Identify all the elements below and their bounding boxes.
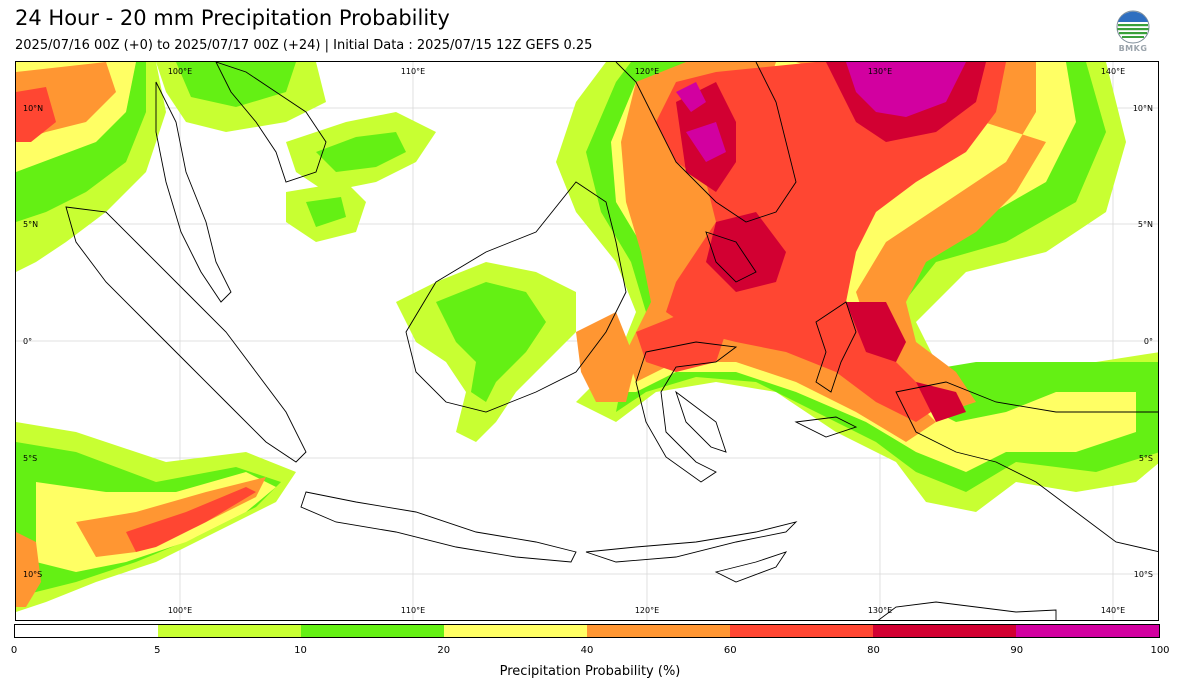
precipitation-map[interactable]: 100°E 110°E 120°E 130°E 140°E 100°E 110°… [15, 61, 1159, 621]
lon-label-bottom: 110°E [401, 606, 425, 615]
colorbar-segment [1016, 625, 1159, 637]
lat-label-right: 10°N [1133, 104, 1153, 113]
lon-label-bottom: 130°E [868, 606, 892, 615]
map-subtitle: 2025/07/16 00Z (+0) to 2025/07/17 00Z (+… [15, 38, 593, 53]
lat-label-right: 5°S [1139, 454, 1153, 463]
lon-label-top: 120°E [635, 67, 659, 76]
lat-label-right: 0° [1144, 337, 1153, 346]
lon-label-top: 130°E [868, 67, 892, 76]
colorbar-tick-label: 20 [437, 645, 451, 656]
lat-label-left: 5°S [23, 454, 37, 463]
bmkg-logo: BMKG [1114, 10, 1152, 56]
colorbar-label: Precipitation Probability (%) [499, 664, 681, 679]
colorbar [14, 624, 1160, 638]
coastlines [65, 62, 1158, 620]
colorbar-segment [587, 625, 730, 637]
colorbar-tick-label: 5 [154, 645, 161, 656]
lon-label-bottom: 120°E [635, 606, 659, 615]
lon-label-top: 110°E [401, 67, 425, 76]
precipitation-shading [16, 62, 1158, 612]
lat-label-left: 10°S [23, 570, 42, 579]
lat-label-left: 0° [23, 337, 32, 346]
colorbar-segment [730, 625, 873, 637]
lon-label-top: 100°E [168, 67, 192, 76]
lon-label-bottom: 140°E [1101, 606, 1125, 615]
lat-label-right: 5°N [1138, 220, 1153, 229]
lon-label-bottom: 100°E [168, 606, 192, 615]
lat-label-left: 5°N [23, 220, 38, 229]
map-title: 24 Hour - 20 mm Precipitation Probabilit… [15, 6, 450, 30]
lon-label-top: 140°E [1101, 67, 1125, 76]
colorbar-segment [158, 625, 301, 637]
colorbar-tick-label: 0 [10, 645, 18, 656]
colorbar-tick-label: 10 [294, 645, 307, 656]
colorbar-segment [301, 625, 444, 637]
colorbar-tick-label: 80 [867, 645, 880, 656]
lat-label-left: 10°N [23, 104, 43, 113]
lat-label-right: 10°S [1134, 570, 1153, 579]
colorbar-tick-label: 90 [1010, 645, 1024, 656]
colorbar-tick-label: 60 [723, 645, 737, 656]
colorbar-tick-label: 100 [1150, 645, 1170, 656]
colorbar-tick-label: 40 [580, 645, 594, 656]
colorbar-segment [873, 625, 1016, 637]
colorbar-segment [15, 625, 158, 637]
colorbar-segment [444, 625, 587, 637]
